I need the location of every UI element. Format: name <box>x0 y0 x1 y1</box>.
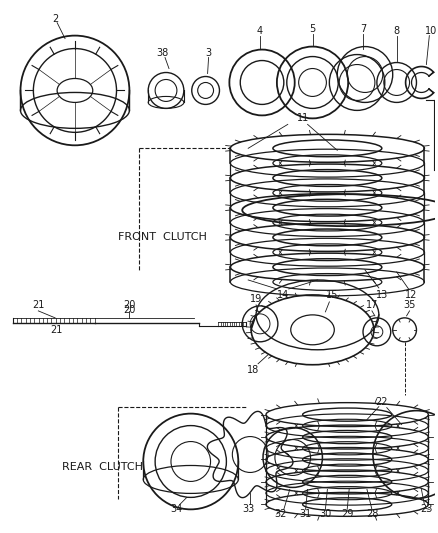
Text: 31: 31 <box>299 510 311 519</box>
Text: 5: 5 <box>309 23 315 34</box>
Text: 11: 11 <box>296 114 308 123</box>
Text: 20: 20 <box>123 300 135 310</box>
Text: 4: 4 <box>256 26 262 36</box>
Text: 20: 20 <box>123 305 135 315</box>
Text: 23: 23 <box>419 504 431 514</box>
Text: 22: 22 <box>375 397 387 407</box>
Text: 3: 3 <box>205 47 211 58</box>
Text: 28: 28 <box>366 510 378 519</box>
Text: 12: 12 <box>404 290 417 300</box>
Text: 14: 14 <box>276 290 288 300</box>
Text: 15: 15 <box>325 290 338 300</box>
Text: 21: 21 <box>50 325 62 335</box>
Text: 38: 38 <box>155 47 168 58</box>
Text: 19: 19 <box>249 294 261 304</box>
Text: 21: 21 <box>32 300 44 310</box>
Text: 29: 29 <box>340 510 353 519</box>
Text: 33: 33 <box>241 504 254 514</box>
Text: 35: 35 <box>403 300 415 310</box>
Text: 18: 18 <box>247 365 259 375</box>
Text: 10: 10 <box>424 26 436 36</box>
Text: 8: 8 <box>393 26 399 36</box>
Text: 2: 2 <box>52 14 58 23</box>
Text: 13: 13 <box>375 290 387 300</box>
Text: 32: 32 <box>274 510 286 519</box>
Text: 17: 17 <box>365 300 377 310</box>
Text: FRONT  CLUTCH: FRONT CLUTCH <box>117 232 206 242</box>
Text: 34: 34 <box>170 504 183 514</box>
Text: 30: 30 <box>318 510 331 519</box>
Text: REAR  CLUTCH: REAR CLUTCH <box>62 463 143 472</box>
Text: 7: 7 <box>359 23 365 34</box>
